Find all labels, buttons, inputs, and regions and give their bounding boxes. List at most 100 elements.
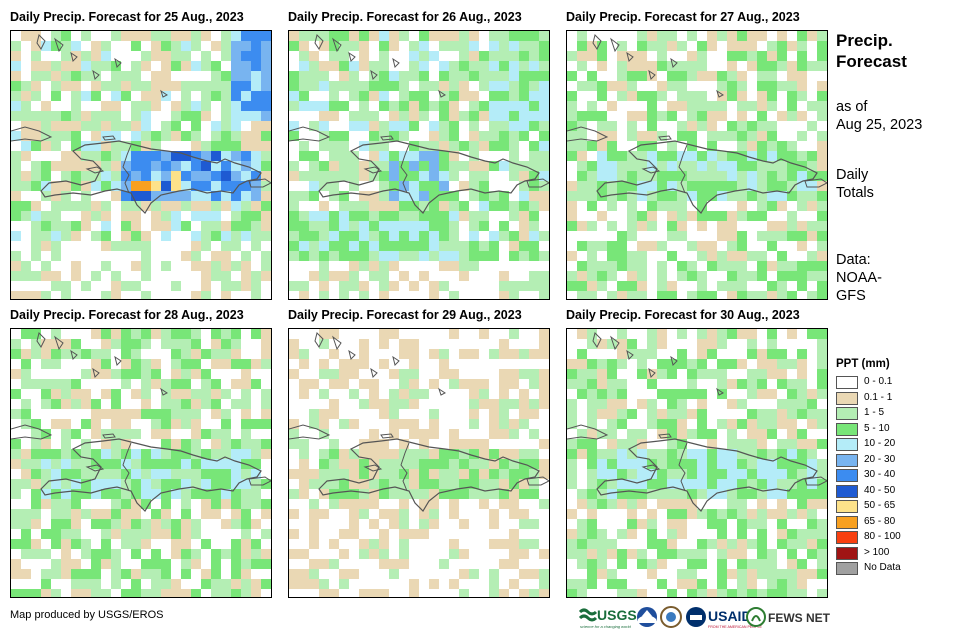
precip-cell (797, 389, 807, 399)
precip-cell (251, 419, 261, 429)
precip-cell (567, 51, 577, 61)
precip-cell (727, 509, 737, 519)
precip-cell (499, 81, 509, 91)
precip-cell (201, 151, 211, 161)
precip-cell (657, 151, 667, 161)
precip-cell (687, 211, 697, 221)
precip-cell (309, 379, 319, 389)
precip-cell (429, 141, 439, 151)
precip-cell (509, 51, 519, 61)
precip-cell (11, 369, 21, 379)
precip-cell (697, 559, 707, 569)
precip-cell (737, 191, 747, 201)
precip-cell (141, 51, 151, 61)
precip-cell (111, 429, 121, 439)
precip-cell (747, 369, 757, 379)
fews-net-logo: FEWS NET (746, 607, 831, 627)
precip-cell (141, 271, 151, 281)
precip-cell (737, 479, 747, 489)
precip-cell (51, 211, 61, 221)
precip-cell (41, 359, 51, 369)
precip-cell (707, 459, 717, 469)
coastline-turks (392, 57, 400, 68)
precip-cell (41, 141, 51, 151)
precip-cell (607, 191, 617, 201)
precip-cell (677, 171, 687, 181)
precip-cell (657, 271, 667, 281)
precip-cell (111, 131, 121, 141)
precip-cell (181, 449, 191, 459)
precip-cell (91, 131, 101, 141)
legend-item: 30 - 40 (836, 468, 956, 484)
precip-cell (171, 529, 181, 539)
precip-cell (519, 419, 529, 429)
precip-cell (797, 151, 807, 161)
precip-cell (509, 111, 519, 121)
precip-cell (231, 489, 241, 499)
precip-cell (389, 131, 399, 141)
precip-cell (807, 469, 817, 479)
precip-cell (101, 539, 111, 549)
precip-cell (797, 201, 807, 211)
precip-cell (91, 231, 101, 241)
precip-cell (61, 61, 71, 71)
precip-cell (389, 559, 399, 569)
precip-cell (339, 419, 349, 429)
precip-cell (677, 429, 687, 439)
precip-cell (21, 549, 31, 559)
precip-cell (409, 221, 419, 231)
precip-cell (687, 291, 697, 299)
precip-cell (191, 201, 201, 211)
precip-cell (597, 151, 607, 161)
precip-cell (617, 161, 627, 171)
data-source-line2: NOAA- (836, 270, 882, 286)
data-source-line3: GFS (836, 288, 866, 304)
precip-cell (211, 389, 221, 399)
precip-cell (131, 181, 141, 191)
precip-cell (509, 579, 519, 589)
precip-cell (737, 251, 747, 261)
precip-cell (231, 221, 241, 231)
precip-cell (231, 439, 241, 449)
precip-cell (439, 191, 449, 201)
precip-cell (509, 41, 519, 51)
precip-cell (379, 559, 389, 569)
precip-cell (459, 439, 469, 449)
precip-cell (409, 251, 419, 261)
precip-cell (777, 519, 787, 529)
precip-cell (131, 539, 141, 549)
precip-cell (727, 459, 737, 469)
precip-cell (807, 479, 817, 489)
precip-cell (529, 41, 539, 51)
precip-cell (647, 131, 657, 141)
precip-cell (657, 329, 667, 339)
precip-cell (21, 121, 31, 131)
precip-cell (399, 469, 409, 479)
precip-cell (91, 91, 101, 101)
precip-cell (617, 71, 627, 81)
precip-cell (191, 111, 201, 121)
precip-cell (211, 201, 221, 211)
precip-cell (339, 529, 349, 539)
precip-cell (647, 211, 657, 221)
precip-cell (449, 201, 459, 211)
precip-cell (687, 261, 697, 271)
precip-cell (509, 529, 519, 539)
precip-cell (409, 41, 419, 51)
precip-cell (101, 151, 111, 161)
precip-cell (777, 529, 787, 539)
precip-cell (677, 191, 687, 201)
precip-cell (637, 519, 647, 529)
precip-cell (519, 201, 529, 211)
precip-cell (737, 469, 747, 479)
precip-cell (131, 81, 141, 91)
precip-cell (241, 221, 251, 231)
precip-cell (479, 479, 489, 489)
precip-cell (757, 549, 767, 559)
precip-cell (687, 141, 697, 151)
precip-cell (767, 41, 777, 51)
precip-cell (399, 339, 409, 349)
precip-cell (329, 211, 339, 221)
precip-cell (439, 559, 449, 569)
precip-cell (509, 121, 519, 131)
